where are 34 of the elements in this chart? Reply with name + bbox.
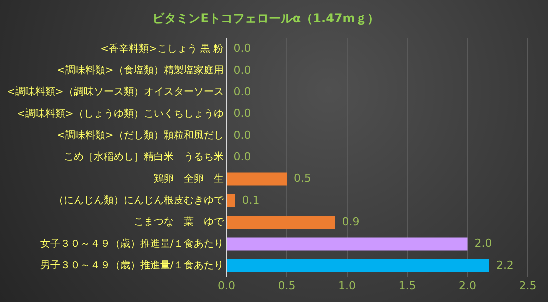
x-tick-label: 2.5 bbox=[519, 279, 537, 292]
data-label: 0.0 bbox=[234, 107, 252, 120]
bar bbox=[227, 194, 236, 208]
bar bbox=[227, 172, 288, 186]
data-label: 0.1 bbox=[242, 194, 260, 207]
bar bbox=[227, 216, 336, 230]
bar bbox=[227, 259, 490, 272]
x-tick-label: 0.0 bbox=[218, 279, 236, 292]
data-label: 0.0 bbox=[234, 42, 252, 56]
y-tick-label: <調味料類>（だし類）顆粒和風だし bbox=[56, 130, 224, 142]
x-tick-label: 0.5 bbox=[278, 279, 296, 292]
data-label: 0.5 bbox=[294, 172, 312, 186]
y-tick-label: <調味料類>（調味ソース類）オイスターソース bbox=[6, 86, 224, 98]
data-label: 0.0 bbox=[234, 64, 252, 77]
y-tick-label: こまつな 葉 ゆで bbox=[134, 216, 225, 228]
data-label: 0.0 bbox=[234, 150, 252, 164]
x-tick-label: 1.5 bbox=[398, 279, 416, 292]
data-label: 0.0 bbox=[234, 85, 252, 98]
data-label: 0.0 bbox=[234, 128, 252, 142]
y-tick-label: <調味料類>（しょうゆ類）こいくちしょうゆ bbox=[16, 108, 224, 120]
x-tick-label: 1.0 bbox=[338, 279, 356, 292]
y-tick-label: <調味料類>（食塩類）精製塩家庭用 bbox=[56, 64, 224, 77]
data-label: 2.2 bbox=[496, 258, 514, 272]
bar bbox=[227, 238, 468, 251]
y-tick-label: 鶏卵 全卵 生 bbox=[154, 172, 224, 185]
x-tick-label: 2.0 bbox=[459, 279, 476, 292]
y-tick-label: （にんじん類）にんじん根皮むきゆで bbox=[54, 194, 225, 207]
y-tick-label: <香辛料類>こしょう 黒 粉 bbox=[100, 42, 224, 55]
data-label: 0.9 bbox=[342, 215, 360, 228]
y-tick-label: こめ［水稲めし］精白米 うるち米 bbox=[64, 151, 224, 164]
y-tick-label: 女子３０～４９（歳）推進量/１食あたり bbox=[40, 238, 224, 250]
data-label: 2.0 bbox=[474, 237, 492, 250]
chart-title: ビタミンEトコフェロールα（1.47mｇ） bbox=[152, 11, 380, 26]
y-tick-label: 男子３０～４９（歳）推進量/１食あたり bbox=[40, 260, 224, 272]
